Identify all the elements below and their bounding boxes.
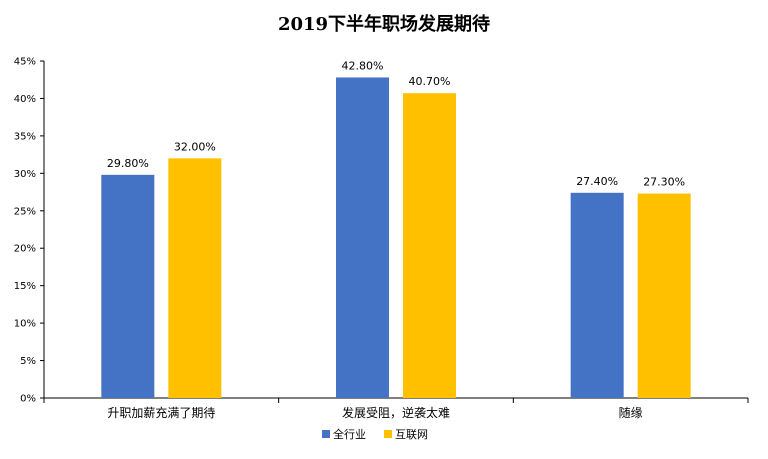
bar-all-industry <box>336 77 389 398</box>
y-tick-label: 20% <box>14 244 36 255</box>
bar-value-label: 40.70% <box>409 75 451 88</box>
bar-value-label: 29.80% <box>107 157 149 170</box>
y-axis: 0% 5% 10% 15% 20% 25% 30% 35% 40% 45% <box>14 57 45 405</box>
bar-all-industry <box>101 174 155 398</box>
y-tick-label: 45% <box>14 57 36 68</box>
bar-value-label: 27.30% <box>643 176 685 189</box>
value-label-group: 29.80% 42.80% 27.40% 32.00% 40.70% 27.30% <box>107 59 685 188</box>
bar-all-industry <box>570 192 624 398</box>
bar-series-group <box>101 77 691 399</box>
legend-swatch <box>322 430 330 438</box>
y-tick-label: 25% <box>14 206 36 217</box>
y-tick-label: 35% <box>14 131 36 142</box>
x-category-label: 随缘 <box>619 405 643 420</box>
legend: 全行业 互联网 <box>322 427 428 441</box>
bar-value-label: 32.00% <box>174 140 216 153</box>
y-tick-label: 10% <box>14 319 36 330</box>
legend-label: 互联网 <box>395 428 428 441</box>
bar-internet <box>637 193 691 398</box>
bar-value-label: 27.40% <box>576 175 618 188</box>
chart-title: 2019下半年职场发展期待 <box>278 13 490 35</box>
x-axis: 升职加薪充满了期待 发展受阻，逆袭太难 随缘 <box>43 397 749 420</box>
x-category-label: 升职加薪充满了期待 <box>107 405 215 420</box>
y-tick-label: 5% <box>20 356 36 367</box>
y-tick-label: 30% <box>14 169 36 180</box>
bar-value-label: 42.80% <box>342 59 384 72</box>
x-category-label: 发展受阻，逆袭太难 <box>342 405 450 420</box>
legend-swatch <box>384 430 392 438</box>
y-tick-label: 40% <box>14 94 36 105</box>
legend-label: 全行业 <box>333 427 366 441</box>
y-tick-label: 15% <box>14 281 36 292</box>
bar-internet <box>168 158 222 398</box>
bar-internet <box>403 93 456 399</box>
y-tick-label: 0% <box>20 394 36 405</box>
